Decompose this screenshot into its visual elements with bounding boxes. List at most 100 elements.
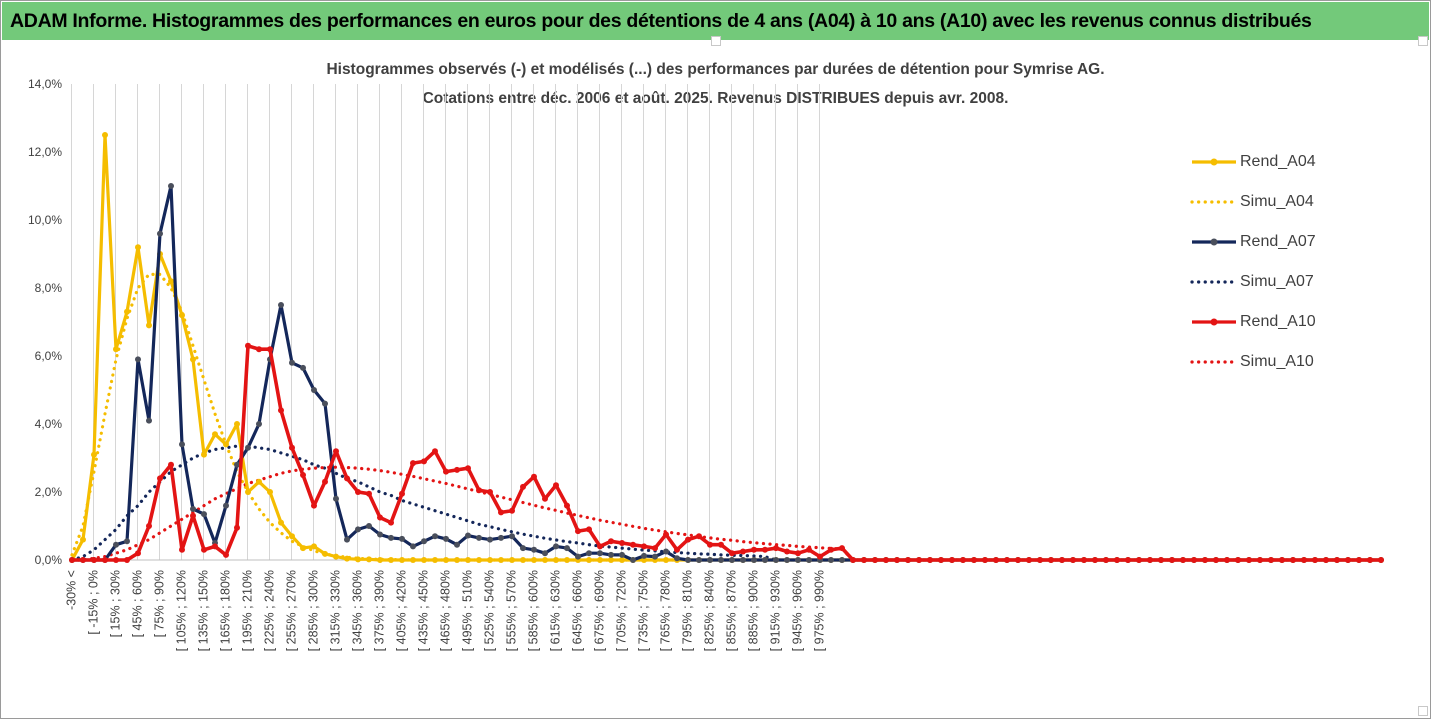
resize-handle-top-right[interactable] — [1418, 36, 1428, 46]
data-point — [553, 543, 559, 550]
chart-title: Histogrammes observés (-) et modélisés (… — [326, 61, 1105, 78]
data-point — [762, 546, 768, 553]
x-tick-label: [ 435% ; 450% — [417, 570, 431, 651]
data-point — [289, 444, 295, 451]
data-point — [1004, 557, 1010, 563]
data-point — [1367, 557, 1373, 563]
x-tick-label: [ 615% ; 630% — [549, 570, 563, 651]
data-point — [102, 557, 108, 563]
x-tick-label: [ 825% ; 840% — [703, 570, 717, 651]
data-point — [201, 511, 207, 518]
y-tick-label: 4,0% — [35, 417, 63, 431]
data-point — [432, 557, 438, 563]
data-point — [135, 244, 141, 251]
legend-item-simu-a04[interactable]: Simu_A04 — [1180, 190, 1380, 214]
data-point — [993, 557, 999, 563]
data-point — [1147, 557, 1153, 563]
data-point — [674, 555, 680, 562]
data-point — [135, 550, 141, 557]
data-point — [399, 490, 405, 497]
data-point — [454, 466, 460, 473]
y-tick-label: 10,0% — [28, 213, 62, 227]
data-point — [487, 557, 493, 563]
data-point — [124, 557, 130, 563]
data-point — [245, 342, 251, 349]
data-point — [300, 545, 306, 552]
data-point — [278, 302, 284, 308]
x-tick-label: [ 585% ; 600% — [527, 570, 541, 651]
data-point — [542, 495, 548, 502]
data-point — [652, 545, 658, 552]
data-point — [564, 557, 570, 563]
data-point — [201, 546, 207, 553]
data-point — [190, 512, 196, 519]
data-point — [465, 557, 471, 563]
data-point — [1037, 557, 1043, 563]
x-tick-label: [ 405% ; 420% — [395, 570, 409, 651]
data-point — [333, 448, 339, 455]
data-point — [267, 489, 273, 495]
data-point — [179, 312, 185, 319]
data-point — [641, 543, 647, 550]
data-point — [938, 557, 944, 563]
data-point — [1202, 557, 1208, 563]
data-point — [1246, 557, 1252, 563]
data-point — [410, 460, 416, 467]
data-point — [146, 322, 152, 329]
x-tick-label: [ 225% ; 240% — [263, 570, 277, 651]
data-point — [267, 346, 273, 353]
data-point — [355, 526, 361, 533]
data-point — [806, 546, 812, 553]
series-rend-a10 — [69, 342, 1384, 563]
y-tick-label: 14,0% — [28, 77, 62, 91]
data-point — [421, 538, 427, 545]
resize-handle-top[interactable] — [711, 36, 721, 46]
data-point — [498, 557, 504, 563]
data-point — [487, 536, 493, 543]
legend-swatch — [1192, 318, 1236, 326]
y-tick-label: 8,0% — [35, 281, 63, 295]
data-point — [729, 557, 735, 563]
data-point — [1048, 557, 1054, 563]
data-point — [377, 531, 383, 538]
legend-item-rend-a10[interactable]: Rend_A10 — [1180, 310, 1380, 334]
data-point — [1323, 557, 1329, 563]
data-point — [410, 557, 416, 563]
data-point — [366, 490, 372, 497]
data-point — [839, 557, 845, 563]
x-tick-label: [ 345% ; 360% — [351, 570, 365, 651]
data-point — [1070, 557, 1076, 563]
data-point — [828, 546, 834, 553]
series-line — [70, 444, 1383, 562]
x-tick-label: [ 735% ; 750% — [637, 570, 651, 651]
y-axis-ticks: 0,0% 2,0% 4,0% 6,0% 8,0% 10,0% 12,0% 14,0% — [28, 77, 62, 567]
data-point — [91, 557, 97, 563]
data-point — [586, 550, 592, 557]
data-point — [344, 555, 350, 562]
data-point — [256, 421, 262, 427]
data-point — [311, 502, 317, 509]
data-point — [663, 557, 669, 563]
data-point — [476, 557, 482, 563]
y-tick-label: 6,0% — [35, 349, 63, 363]
data-point — [498, 509, 504, 516]
legend-item-simu-a07[interactable]: Simu_A07 — [1180, 270, 1380, 294]
legend-item-rend-a04[interactable]: Rend_A04 — [1180, 150, 1380, 174]
data-point — [608, 557, 614, 563]
x-tick-label: -30% < — [65, 570, 79, 610]
data-point — [289, 359, 295, 366]
data-point — [652, 553, 658, 560]
data-point — [872, 557, 878, 563]
legend-item-simu-a10[interactable]: Simu_A10 — [1180, 350, 1380, 374]
data-point — [619, 557, 625, 563]
legend-item-rend-a07[interactable]: Rend_A07 — [1180, 230, 1380, 254]
resize-handle-bottom-right[interactable] — [1418, 706, 1428, 716]
data-point — [256, 346, 262, 353]
data-point — [168, 183, 174, 189]
data-point — [454, 557, 460, 563]
data-point — [322, 478, 328, 485]
data-point — [124, 308, 130, 315]
data-point — [454, 541, 460, 548]
data-point — [542, 557, 548, 563]
data-point — [234, 461, 240, 468]
